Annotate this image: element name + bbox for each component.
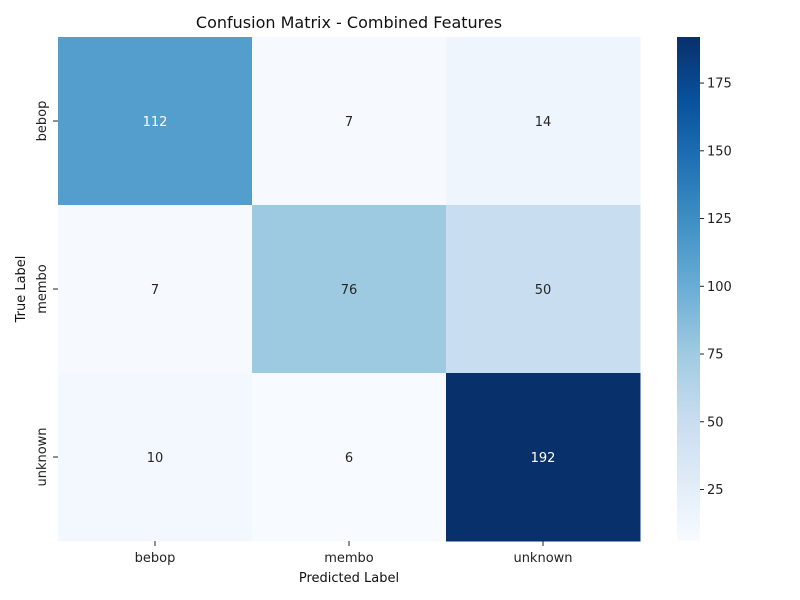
x-tick-label: unknown	[513, 551, 572, 566]
x-tick-label: membo	[324, 551, 374, 566]
heatmap-cell	[58, 373, 253, 542]
colorbar-tick-label: 25	[707, 483, 724, 498]
heatmap-cell	[446, 373, 641, 542]
y-tick-label: bebop	[35, 101, 50, 142]
heatmap-cell-labels: 112 7 14 7 76 50 10 6 192	[143, 115, 556, 466]
colorbar-tick-label: 100	[707, 280, 732, 295]
heatmap-cells	[58, 37, 641, 542]
colorbar-tick-label: 125	[707, 212, 732, 227]
cell-value-label: 6	[345, 451, 353, 466]
x-axis-title: Predicted Label	[299, 571, 399, 586]
colorbar-tick-label: 75	[707, 348, 724, 363]
cell-value-label: 112	[143, 115, 168, 130]
cell-value-label: 7	[151, 283, 159, 298]
heatmap-cell	[446, 205, 641, 374]
colorbar-tick-label: 150	[707, 144, 732, 159]
heatmap-cell	[58, 205, 253, 374]
heatmap-cell	[252, 373, 447, 542]
chart-title: Confusion Matrix - Combined Features	[196, 13, 502, 32]
y-axis-title: True Label	[14, 256, 29, 324]
y-axis-ticks: bebop membo unknown	[35, 101, 58, 487]
y-tick-label: membo	[35, 264, 50, 314]
cell-value-label: 10	[147, 451, 164, 466]
heatmap-cell	[252, 205, 447, 374]
x-tick-label: bebop	[135, 551, 176, 566]
colorbar-tick-label: 50	[707, 415, 724, 430]
cell-value-label: 7	[345, 115, 353, 130]
heatmap-cell	[58, 37, 253, 206]
colorbar-ticks: 25 50 75 100 125 150 175	[700, 77, 732, 498]
x-axis-ticks: bebop membo unknown	[135, 541, 573, 566]
cell-value-label: 76	[341, 283, 358, 298]
cell-value-label: 14	[535, 115, 552, 130]
colorbar	[677, 37, 700, 541]
heatmap-cell	[446, 37, 641, 206]
colorbar-tick-label: 175	[707, 77, 732, 92]
cell-value-label: 192	[531, 451, 556, 466]
cell-value-label: 50	[535, 283, 552, 298]
y-tick-label: unknown	[35, 427, 50, 486]
heatmap-cell	[252, 37, 447, 206]
